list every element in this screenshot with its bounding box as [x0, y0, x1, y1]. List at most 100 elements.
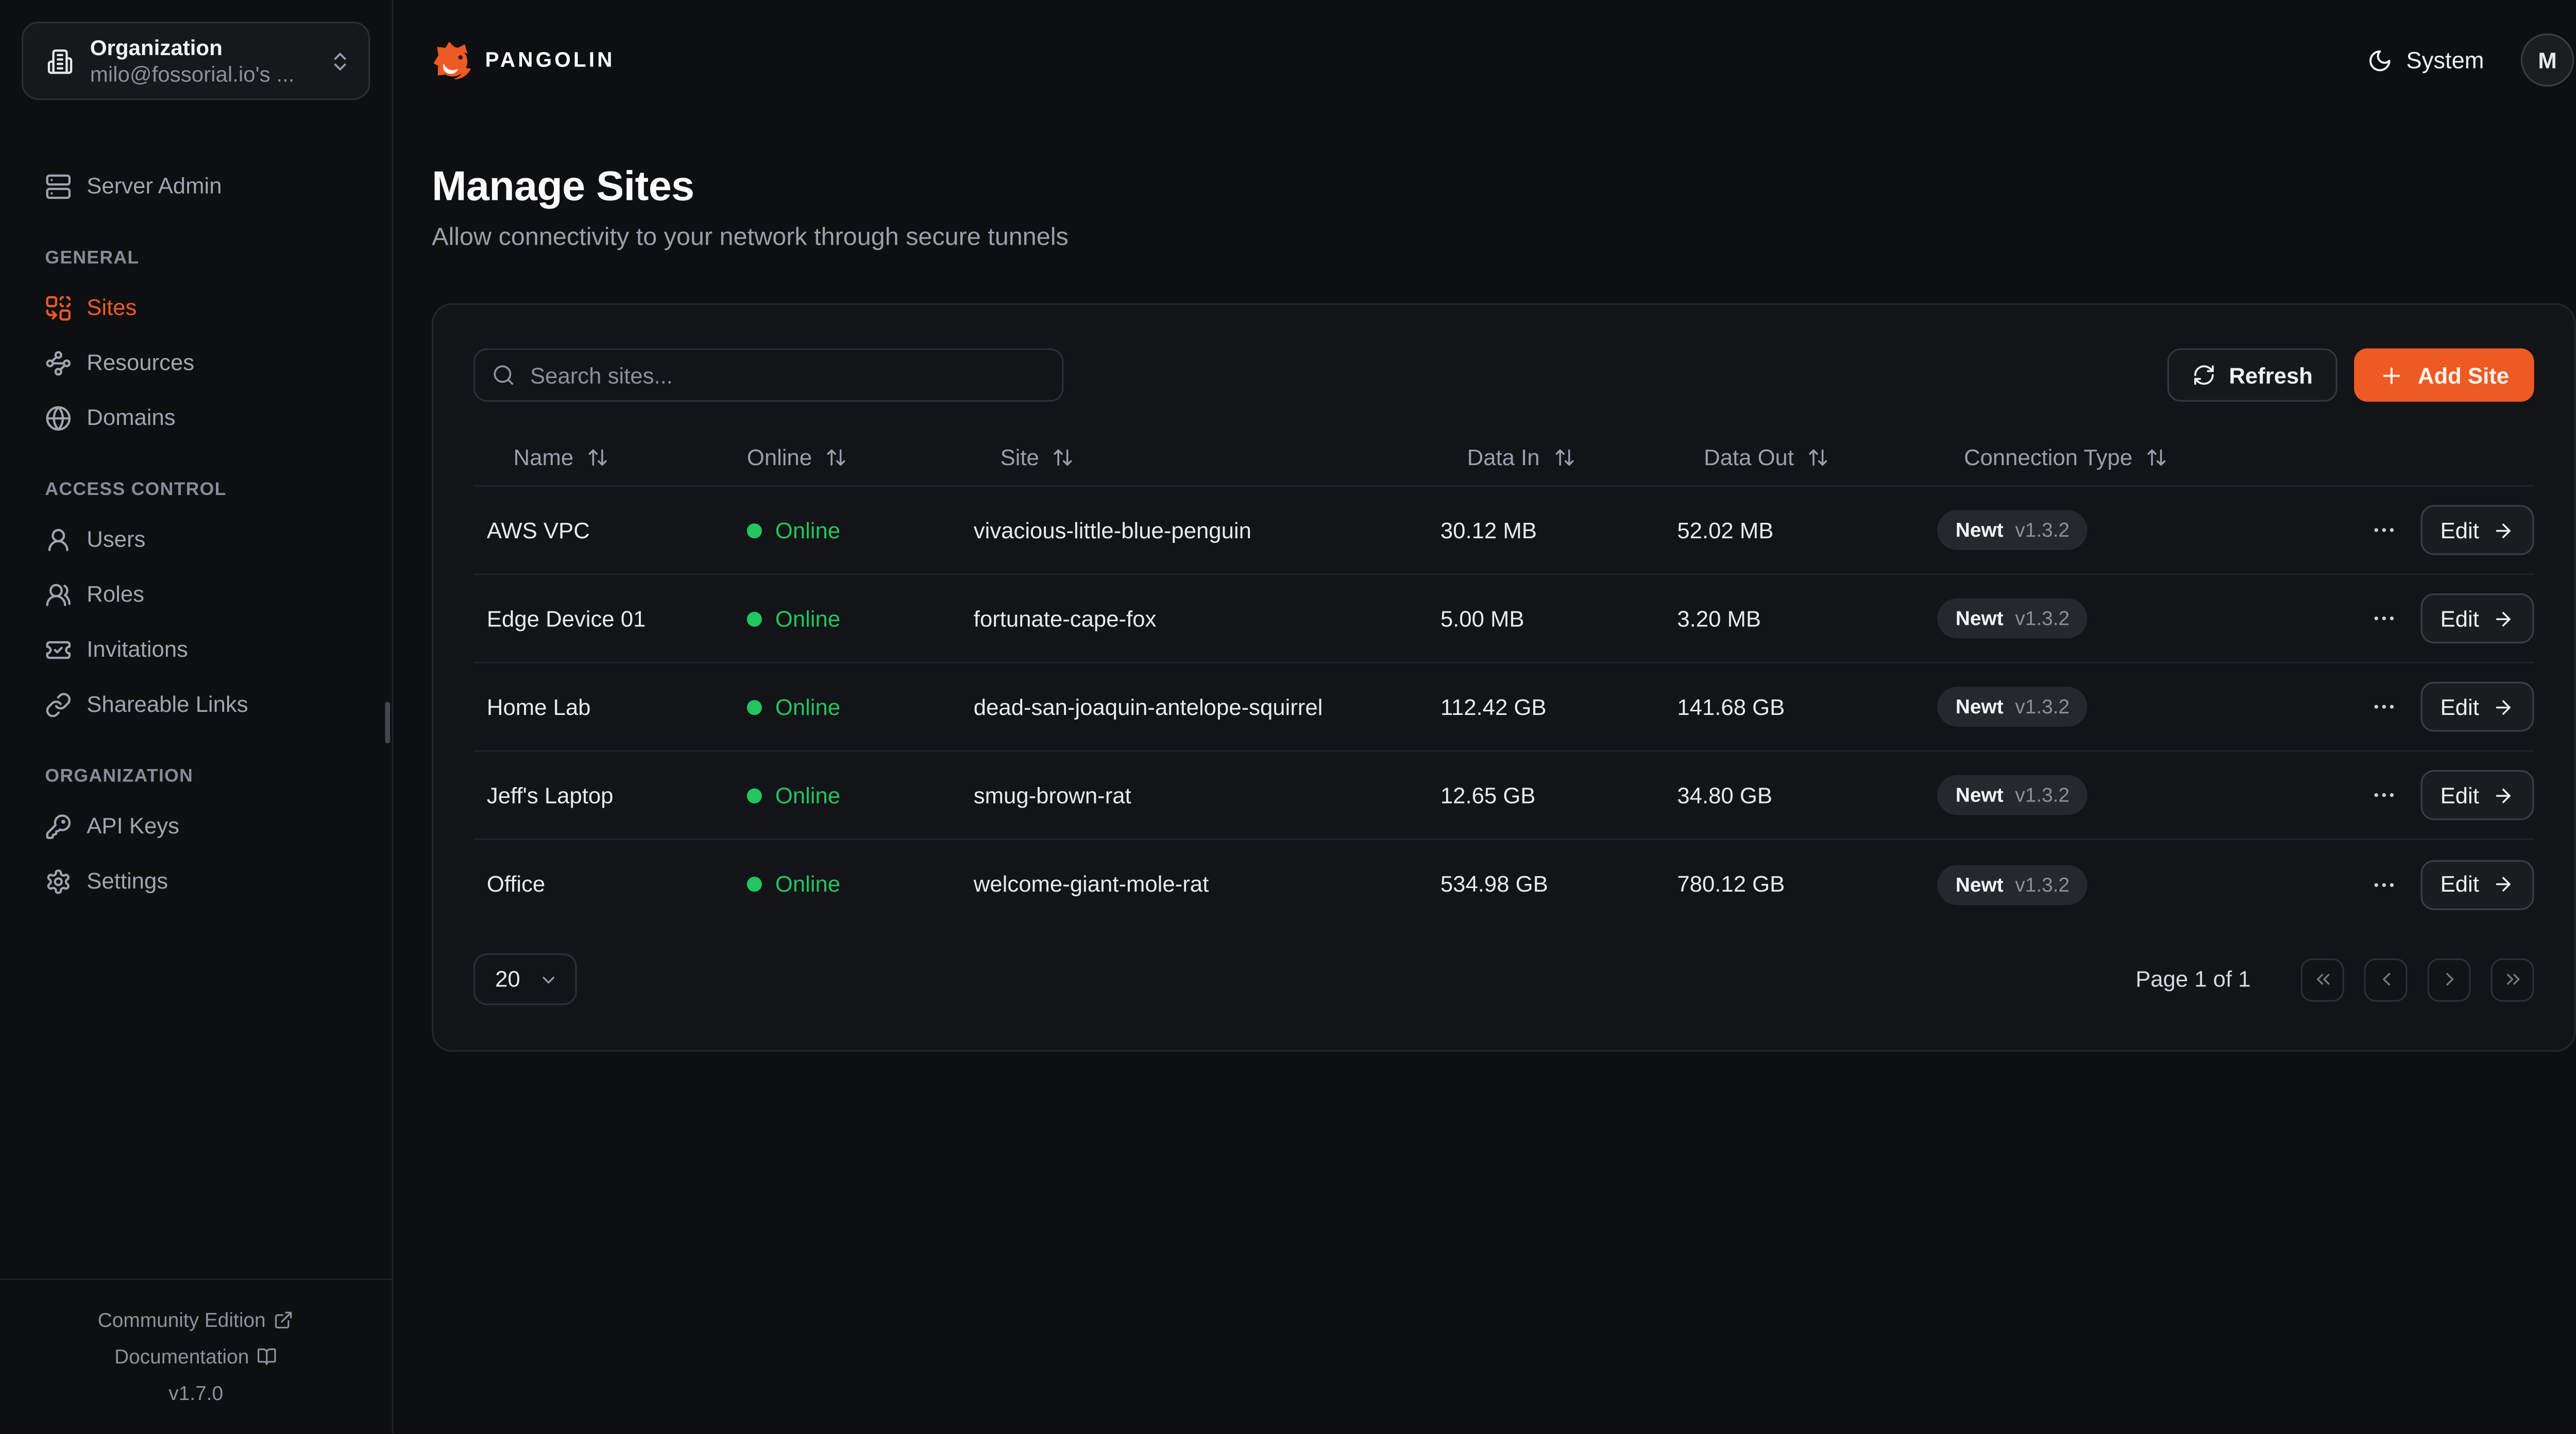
column-label: Data Out: [1704, 445, 1794, 470]
server-icon: [45, 173, 72, 199]
next-page-button[interactable]: [2427, 958, 2471, 1001]
sidebar-item-settings[interactable]: Settings: [22, 853, 370, 909]
cell-data-out: 34.80 GB: [1677, 782, 1772, 808]
toolbar-buttons: Refresh Add Site: [2167, 348, 2534, 402]
previous-page-button[interactable]: [2364, 958, 2408, 1001]
cell-actions: Edit: [2320, 505, 2534, 555]
topbar-right: System M: [2368, 33, 2574, 87]
cell-connection-type: Newt v1.3.2: [1924, 687, 2217, 727]
refresh-icon: [2192, 363, 2215, 386]
pagination-buttons: [2300, 958, 2534, 1001]
add-site-button[interactable]: Add Site: [2354, 348, 2534, 402]
community-edition-label: Community Edition: [97, 1308, 266, 1332]
section-label-access-control: ACCESS CONTROL: [45, 480, 227, 500]
sidebar-item-roles[interactable]: Roles: [22, 567, 370, 622]
arrow-right-icon: [2493, 696, 2514, 718]
row-menu-button[interactable]: [2364, 782, 2404, 809]
sidebar-item-label: Domains: [87, 405, 176, 430]
chevron-left-icon: [2375, 968, 2397, 990]
column-header-online[interactable]: Online: [734, 445, 960, 470]
ellipsis-icon: [2370, 605, 2397, 632]
sidebar: Organization milo@fossorial.io's ... Ser…: [0, 0, 394, 1434]
column-header-connection-type[interactable]: Connection Type: [1924, 445, 2217, 470]
refresh-label: Refresh: [2229, 362, 2313, 388]
cell-online: Online: [734, 606, 960, 631]
cell-actions: Edit: [2320, 593, 2534, 644]
row-menu-button[interactable]: [2364, 605, 2404, 632]
row-menu-button[interactable]: [2364, 871, 2404, 898]
table-row: Edge Device 01 Online fortunate-cape-fox…: [473, 575, 2534, 663]
column-header-site[interactable]: Site: [960, 445, 1427, 470]
connection-name: Newt: [1955, 695, 2004, 719]
chevrons-right-icon: [2502, 968, 2523, 990]
table-row: Office Online welcome-giant-mole-rat 534…: [473, 840, 2534, 929]
edit-label: Edit: [2440, 782, 2479, 808]
column-header-data-in[interactable]: Data In: [1427, 445, 1664, 470]
ellipsis-icon: [2370, 693, 2397, 720]
book-open-icon: [258, 1347, 278, 1367]
page-size-select[interactable]: 20: [473, 953, 577, 1005]
sidebar-item-resources[interactable]: Resources: [22, 335, 370, 390]
page-info: Page 1 of 1: [2136, 966, 2251, 992]
table-toolbar: Refresh Add Site: [473, 348, 2534, 402]
connection-version: v1.3.2: [2015, 606, 2070, 630]
org-selector[interactable]: Organization milo@fossorial.io's ...: [22, 22, 370, 100]
sidebar-item-api-keys[interactable]: API Keys: [22, 798, 370, 853]
edit-button[interactable]: Edit: [2420, 681, 2534, 732]
cell-data-in: 534.98 GB: [1440, 872, 1548, 897]
first-page-button[interactable]: [2300, 958, 2344, 1001]
last-page-button[interactable]: [2490, 958, 2534, 1001]
column-label: Name: [513, 445, 574, 470]
search-input[interactable]: [473, 348, 1064, 402]
cell-site: welcome-giant-mole-rat: [973, 872, 1209, 897]
connection-badge: Newt v1.3.2: [1937, 864, 2088, 904]
sidebar-item-users[interactable]: Users: [22, 511, 370, 567]
section-label-general: GENERAL: [45, 248, 140, 268]
avatar[interactable]: M: [2520, 33, 2574, 87]
pagination: 20 Page 1 of 1: [473, 953, 2534, 1005]
chevron-down-icon: [538, 969, 558, 989]
sidebar-item-sites[interactable]: Sites: [22, 280, 370, 335]
documentation-link[interactable]: Documentation: [16, 1338, 375, 1375]
sidebar-item-label: API Keys: [87, 813, 179, 839]
edit-label: Edit: [2440, 872, 2479, 897]
column-header-data-out[interactable]: Data Out: [1664, 445, 1924, 470]
column-header-name[interactable]: Name: [473, 445, 734, 470]
online-status-label: Online: [775, 872, 841, 897]
row-menu-button[interactable]: [2364, 693, 2404, 720]
edit-button[interactable]: Edit: [2420, 770, 2534, 821]
arrow-up-down-icon: [2146, 447, 2167, 468]
ticket-check-icon: [45, 636, 72, 663]
refresh-button[interactable]: Refresh: [2167, 348, 2338, 402]
arrow-right-icon: [2493, 519, 2514, 541]
table-row: Home Lab Online dead-san-joaquin-antelop…: [473, 663, 2534, 752]
pangolin-logo-icon: [432, 39, 473, 81]
edit-label: Edit: [2440, 694, 2479, 720]
chevrons-left-icon: [2312, 968, 2333, 990]
cell-connection-type: Newt v1.3.2: [1924, 598, 2217, 639]
sidebar-item-domains[interactable]: Domains: [22, 390, 370, 445]
row-menu-button[interactable]: [2364, 517, 2404, 543]
edit-button[interactable]: Edit: [2420, 593, 2534, 644]
connection-version: v1.3.2: [2015, 783, 2070, 807]
community-edition-link[interactable]: Community Edition: [16, 1302, 375, 1338]
chevrons-up-down-icon: [328, 49, 351, 72]
arrow-up-down-icon: [1807, 447, 1829, 468]
theme-toggle-button[interactable]: System: [2368, 47, 2484, 73]
sidebar-scrollbar-thumb[interactable]: [385, 702, 391, 744]
column-label: Data In: [1467, 445, 1540, 470]
edit-button[interactable]: Edit: [2420, 505, 2534, 555]
arrow-up-down-icon: [1053, 447, 1074, 468]
cell-data-in: 112.42 GB: [1440, 694, 1547, 720]
sidebar-item-invitations[interactable]: Invitations: [22, 622, 370, 677]
cell-name: Home Lab: [486, 694, 591, 720]
link-icon: [45, 691, 72, 718]
page-header: Manage Sites Allow connectivity to your …: [394, 120, 2576, 252]
edit-label: Edit: [2440, 517, 2479, 543]
edit-button[interactable]: Edit: [2420, 859, 2534, 910]
sidebar-item-server-admin[interactable]: Server Admin: [22, 158, 370, 213]
key-icon: [45, 813, 72, 840]
online-status-label: Online: [775, 694, 841, 720]
cell-name: Office: [486, 872, 546, 897]
sidebar-item-shareable-links[interactable]: Shareable Links: [22, 677, 370, 732]
